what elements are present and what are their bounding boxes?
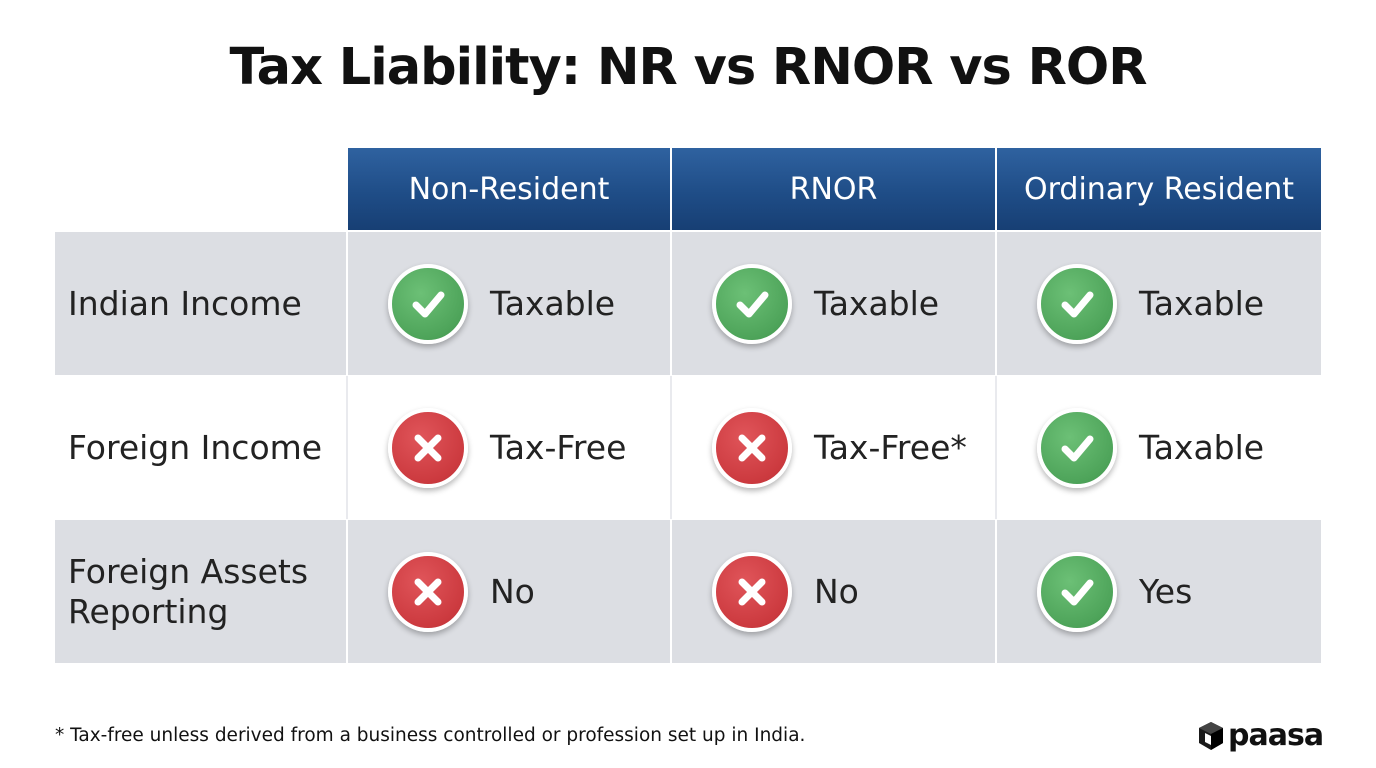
column-divider — [670, 232, 672, 375]
cell-text: Taxable — [490, 284, 616, 323]
table-cell: No — [348, 520, 671, 663]
column-divider — [670, 520, 672, 663]
cell-text: No — [490, 572, 535, 611]
table-cell: Yes — [997, 520, 1320, 663]
table-cell: Taxable — [997, 376, 1320, 519]
row-label: Foreign Assets Reporting — [68, 551, 309, 631]
table-cell: Taxable — [672, 232, 995, 375]
row-label: Foreign Income — [68, 427, 323, 467]
column-divider — [995, 232, 997, 375]
column-header-non-resident: Non-Resident — [348, 148, 670, 230]
check-icon — [712, 263, 792, 344]
paasa-logo-icon — [1199, 721, 1223, 750]
brand-logo: paasa — [1198, 718, 1324, 753]
check-icon — [1037, 551, 1117, 632]
column-divider — [995, 376, 997, 519]
cell-text: Taxable — [814, 284, 940, 323]
cell-text: Taxable — [1139, 428, 1265, 467]
cell-text: Tax-Free — [490, 428, 627, 467]
check-icon — [388, 263, 468, 344]
cross-icon — [712, 551, 792, 632]
column-divider — [346, 520, 348, 663]
page-title: Tax Liability: NR vs RNOR vs ROR — [229, 38, 1147, 97]
column-divider — [995, 520, 997, 663]
table-row-foreign-assets-reporting: Foreign Assets Reporting No No Yes — [55, 520, 1321, 663]
cell-text: No — [814, 572, 859, 611]
cross-icon — [712, 407, 792, 488]
table-row-foreign-income: Foreign Income Tax-Free Tax-Free* Taxabl… — [55, 376, 1321, 519]
column-divider — [346, 232, 348, 375]
cell-text: Yes — [1139, 572, 1193, 611]
logo-text: paasa — [1228, 718, 1324, 753]
table-cell: Taxable — [997, 232, 1320, 375]
table-cell: Tax-Free — [348, 376, 671, 519]
footnote: * Tax-free unless derived from a busines… — [55, 725, 806, 746]
column-header-ordinary-resident: Ordinary Resident — [997, 148, 1321, 230]
table-cell: Taxable — [348, 232, 671, 375]
table-row-indian-income: Indian Income Taxable Taxable Taxable — [55, 232, 1321, 375]
cross-icon — [388, 407, 468, 488]
cross-icon — [388, 551, 468, 632]
column-divider — [346, 376, 348, 519]
table-cell: No — [672, 520, 995, 663]
column-header-rnor: RNOR — [672, 148, 995, 230]
check-icon — [1037, 407, 1117, 488]
row-label: Indian Income — [68, 283, 302, 323]
column-divider — [670, 376, 672, 519]
cell-text: Tax-Free* — [814, 428, 967, 467]
cell-text: Taxable — [1139, 284, 1265, 323]
check-icon — [1037, 263, 1117, 344]
table-cell: Tax-Free* — [672, 376, 995, 519]
